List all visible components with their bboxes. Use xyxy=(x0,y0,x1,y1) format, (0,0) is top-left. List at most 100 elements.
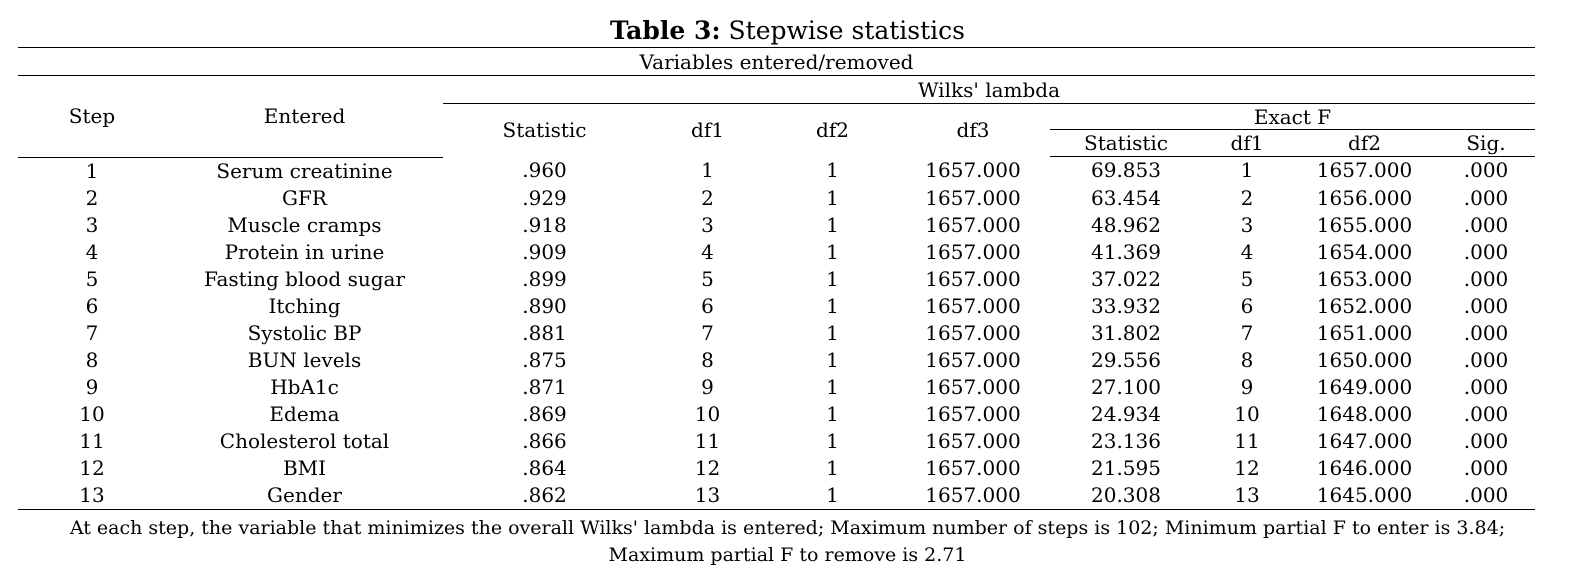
table-row: 7 Systolic BP .881 7 1 1657.000 31.802 7 1651.00… xyxy=(18,320,1535,347)
cell-f-statistic: 48.962 xyxy=(1091,212,1161,237)
cell-f-df2: 1646.000 xyxy=(1316,455,1413,480)
cell-entered: Gender xyxy=(166,481,443,510)
cell-f-sig: .000 xyxy=(1463,428,1509,453)
wilks-lambda-header: Wilks' lambda xyxy=(443,75,1535,104)
cell-f-df2: 1649.000 xyxy=(1316,374,1413,399)
cell-entered: HbA1c xyxy=(270,374,339,399)
cell-step: 5 xyxy=(85,266,99,291)
cell-wilks-df2: 1 xyxy=(826,320,839,345)
cell-entered: Protein in urine xyxy=(224,239,385,264)
cell-f-statistic: 23.136 xyxy=(1091,428,1161,453)
cell-f-statistic: 69.853 xyxy=(1091,158,1161,183)
cell-wilks-df3: 1657.000 xyxy=(925,185,1021,210)
cell-wilks-df3: 1657.000 xyxy=(925,428,1021,453)
cell-entered: Fasting blood sugar xyxy=(203,266,406,291)
cell-step: 12 xyxy=(79,455,105,480)
cell-wilks-statistic: .960 xyxy=(522,158,567,183)
table-caption: Table 3: Stepwise statistics xyxy=(0,0,1575,46)
cell-wilks-statistic: .864 xyxy=(522,455,567,480)
cell-wilks-df2: 1 xyxy=(826,428,839,453)
cell-wilks-df3: 1657.000 xyxy=(925,293,1021,318)
cell-entered: Cholesterol total xyxy=(219,428,390,453)
cell-wilks-df1: 4 xyxy=(701,239,714,264)
cell-wilks-statistic: .909 xyxy=(522,239,567,264)
col-header-f-sig: Sig. xyxy=(1437,129,1535,157)
table-row: 2 GFR .929 2 1 1657.000 63.454 2 1656.000 .000 xyxy=(18,185,1535,212)
cell-wilks-df3: 1657.000 xyxy=(925,374,1021,399)
table-row: 9 HbA1c .871 9 1 1657.000 27.100 9 1649.000 .000 xyxy=(18,374,1535,401)
cell-f-df1: 11 xyxy=(1234,428,1260,453)
col-header-wilks-df2: df2 xyxy=(816,118,849,143)
cell-wilks-statistic: .918 xyxy=(522,212,567,237)
cell-wilks-df1: 8 xyxy=(701,347,714,372)
col-header-wilks-statistic: Statistic xyxy=(502,118,587,143)
table-row: 13 Gender .862 13 1 1657.000 20.308 13 1645.000.… xyxy=(18,481,1535,510)
cell-f-statistic: 21.595 xyxy=(1091,455,1161,480)
cell-wilks-df2: 1 xyxy=(826,347,839,372)
cell-entered: GFR xyxy=(282,185,327,210)
cell-wilks-df2: 1 xyxy=(826,212,839,237)
cell-wilks-statistic: .866 xyxy=(522,428,567,453)
cell-wilks-statistic: .890 xyxy=(522,293,567,318)
cell-wilks-df2: 1 xyxy=(826,239,839,264)
cell-f-statistic: 20.308 xyxy=(1050,481,1202,510)
cell-f-statistic: 24.934 xyxy=(1091,401,1161,426)
cell-entered: Muscle cramps xyxy=(227,212,382,237)
cell-step: 6 xyxy=(85,293,99,318)
cell-wilks-df2: 1 xyxy=(826,374,839,399)
table-row: 4 Protein in urine .909 4 1 1657.000 41.369 4 16… xyxy=(18,239,1535,266)
cell-f-df1: 5 xyxy=(1240,266,1254,291)
cell-f-sig: .000 xyxy=(1463,185,1509,210)
cell-wilks-df1: 9 xyxy=(701,374,714,399)
cell-f-df2: 1645.000 xyxy=(1292,481,1437,510)
table-body: 1 Serum creatinine .960 1 1 1657.000 69.853 1 16… xyxy=(18,157,1535,510)
cell-f-df1: 12 xyxy=(1234,455,1260,480)
cell-entered: Itching xyxy=(268,293,341,318)
cell-f-df2: 1657.000 xyxy=(1316,158,1413,183)
cell-wilks-statistic: .871 xyxy=(522,374,567,399)
col-header-entered: Entered xyxy=(263,104,346,129)
cell-f-sig: .000 xyxy=(1463,401,1509,426)
cell-f-statistic: 27.100 xyxy=(1091,374,1161,399)
cell-f-df2: 1654.000 xyxy=(1316,239,1413,264)
cell-wilks-df2: 1 xyxy=(769,481,896,510)
table-row: 6 Itching .890 6 1 1657.000 33.932 6 1652.000 .00… xyxy=(18,293,1535,320)
cell-step: 2 xyxy=(85,185,99,210)
table-row: 10 Edema .869 10 1 1657.000 24.934 10 1648.000 .0… xyxy=(18,401,1535,428)
table-row: 1 Serum creatinine .960 1 1 1657.000 69.853 1 16… xyxy=(18,157,1535,185)
cell-entered: BMI xyxy=(282,455,327,480)
cell-f-sig: .000 xyxy=(1463,212,1509,237)
cell-entered: Serum creatinine xyxy=(216,158,393,183)
cell-f-df1: 3 xyxy=(1240,212,1254,237)
cell-f-statistic: 29.556 xyxy=(1091,347,1161,372)
cell-f-df1: 10 xyxy=(1234,401,1260,426)
cell-step: 1 xyxy=(85,158,99,183)
cell-step: 7 xyxy=(85,320,99,345)
cell-wilks-statistic: .869 xyxy=(522,401,567,426)
col-header-f-df2: df2 xyxy=(1292,129,1437,157)
group-header: Variables entered/removed xyxy=(18,47,1535,76)
cell-entered: BUN levels xyxy=(247,347,362,372)
cell-wilks-df3: 1657.000 xyxy=(925,401,1021,426)
cell-wilks-df3: 1657.000 xyxy=(925,347,1021,372)
cell-f-df1: 8 xyxy=(1240,347,1254,372)
cell-f-df1: 9 xyxy=(1240,374,1254,399)
table-row: 11 Cholesterol total .866 11 1 1657.000 23.136… xyxy=(18,428,1535,455)
cell-f-df1: 1 xyxy=(1240,158,1254,183)
cell-step: 13 xyxy=(18,481,166,510)
cell-f-df1: 13 xyxy=(1202,481,1292,510)
cell-f-sig: .000 xyxy=(1463,455,1509,480)
cell-wilks-df3: 1657.000 xyxy=(925,212,1021,237)
cell-f-sig: .000 xyxy=(1463,239,1509,264)
stepwise-statistics-table: Variables entered/removed Step Entered W… xyxy=(18,47,1535,510)
cell-f-df1: 2 xyxy=(1240,185,1254,210)
cell-wilks-df2: 1 xyxy=(826,293,839,318)
cell-step: 9 xyxy=(85,374,99,399)
table-row: 3 Muscle cramps .918 3 1 1657.000 48.962 3 1655.… xyxy=(18,212,1535,239)
cell-step: 8 xyxy=(85,347,99,372)
cell-step: 3 xyxy=(85,212,99,237)
cell-wilks-statistic: .862 xyxy=(443,481,646,510)
cell-wilks-df3: 1657.000 xyxy=(925,320,1021,345)
cell-f-sig: .000 xyxy=(1463,320,1509,345)
cell-f-statistic: 63.454 xyxy=(1091,185,1161,210)
